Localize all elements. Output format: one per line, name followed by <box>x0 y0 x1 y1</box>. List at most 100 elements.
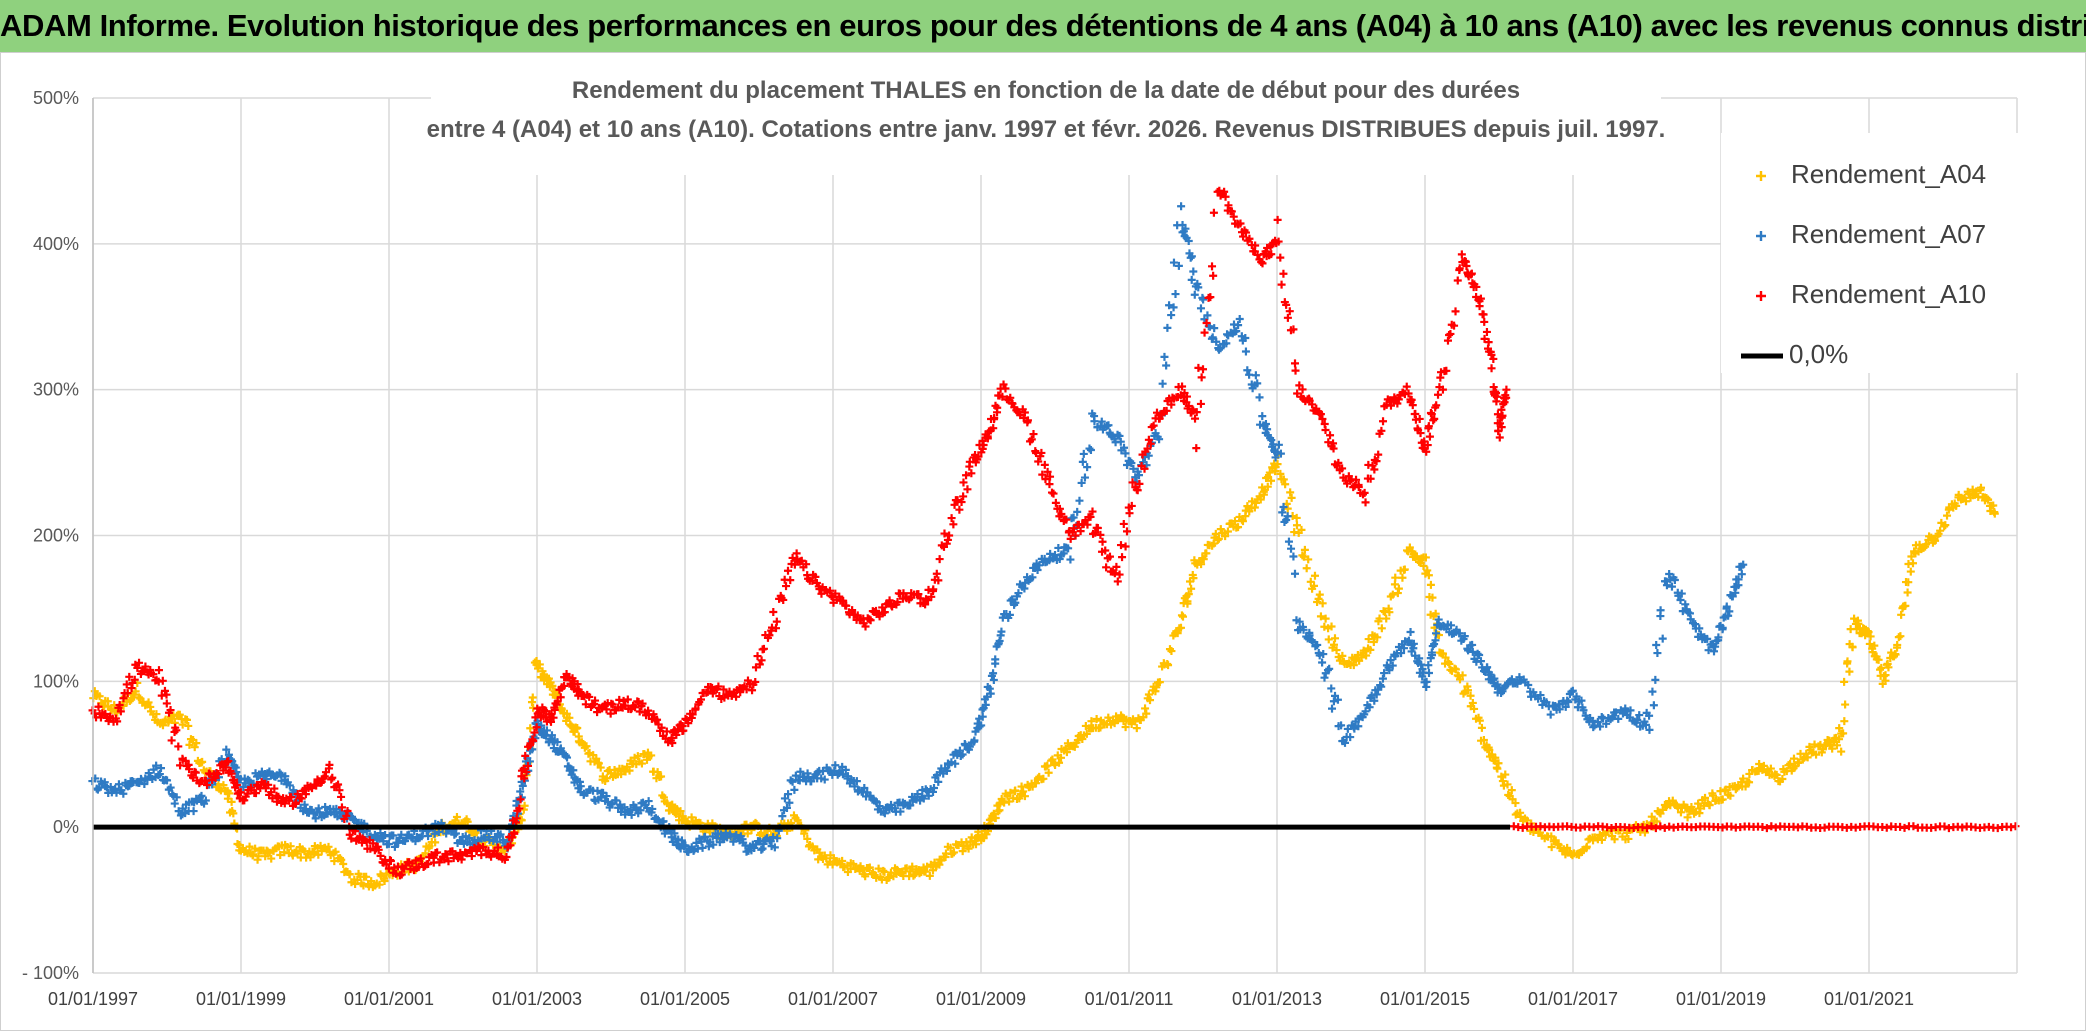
rendement-a10-point <box>848 606 857 615</box>
rendement-a07-point <box>627 810 636 819</box>
rendement-a10-point <box>1480 334 1489 343</box>
rendement-a10-point <box>1430 414 1439 423</box>
rendement-a04-point <box>1990 509 1999 518</box>
rendement-a10-point <box>1394 395 1403 404</box>
rendement-a07-point <box>384 839 393 848</box>
rendement-a10-point <box>221 763 230 772</box>
rendement-a04-point <box>1941 521 1950 530</box>
rendement-a07-point <box>496 830 505 839</box>
rendement-a04-point <box>1511 799 1520 808</box>
rendement-a07-point <box>612 796 621 805</box>
rendement-a07-point <box>1370 696 1379 705</box>
rendement-a07-point <box>1234 321 1243 330</box>
rendement-a07-point <box>997 627 1006 636</box>
rendement-a10-point <box>679 726 688 735</box>
rendement-a07-point <box>1602 719 1611 728</box>
chart-legend[interactable]: Rendement_A04 Rendement_A07 Rendement_A10 0… <box>1721 133 2021 373</box>
rendement-a10-point <box>657 723 666 732</box>
chart-title: Rendement du placement THALES en fonctio… <box>427 65 1665 175</box>
rendement-a10-point <box>691 704 700 713</box>
report-banner: ADAM Informe. Evolution historique des p… <box>0 0 2086 53</box>
rendement-a07-point <box>958 750 967 759</box>
rendement-a10-point <box>162 699 171 708</box>
rendement-a10-zero-tail--point <box>1909 822 1918 831</box>
rendement-a10-point <box>1498 411 1507 420</box>
rendement-a07-point <box>1662 581 1671 590</box>
rendement-a04-point <box>1597 835 1606 844</box>
rendement-a07-point <box>1328 704 1337 713</box>
rendement-a10-point <box>998 392 1007 401</box>
rendement-a07-point <box>1196 304 1205 313</box>
rendement-a04-point <box>1423 566 1432 575</box>
rendement-a10-point <box>1487 364 1496 373</box>
rendement-a10-point <box>1001 384 1010 393</box>
rendement-a10-point <box>515 804 524 813</box>
rendement-a10-point <box>167 736 176 745</box>
rendement-a07-point <box>1633 715 1642 724</box>
rendement-a10-point <box>1393 399 1402 408</box>
rendement-a04-point <box>1315 590 1324 599</box>
rendement-a10-point <box>608 700 617 709</box>
rendement-a07-point <box>934 777 943 786</box>
rendement-a04-point <box>1943 511 1952 520</box>
rendement-a04-point <box>1839 729 1848 738</box>
rendement-a07-point <box>1611 708 1620 717</box>
rendement-a04-point <box>1494 759 1503 768</box>
y-tick-label: 400% <box>33 234 79 254</box>
rendement-a04-point <box>1931 536 1940 545</box>
rendement-a10-point <box>1274 237 1283 246</box>
rendement-a10-point <box>1055 504 1064 513</box>
legend-label: Rendement_A10 <box>1791 279 1986 309</box>
rendement-a10-point <box>999 380 1008 389</box>
rendement-a07-point <box>1194 283 1203 292</box>
rendement-a10-point <box>811 572 820 581</box>
rendement-a10-point <box>866 616 875 625</box>
rendement-a04-point <box>910 870 919 879</box>
rendement-a10-point <box>1209 208 1218 217</box>
rendement-a10-point <box>274 792 283 801</box>
rendement-a04-point <box>1755 759 1764 768</box>
rendement-a04-point <box>1279 475 1288 484</box>
rendement-a07-point <box>1232 327 1241 336</box>
x-tick-label: 01/01/2019 <box>1676 989 1766 1009</box>
rendement-a04-point <box>1390 580 1399 589</box>
rendement-a10-point <box>1427 410 1436 419</box>
rendement-a07-point <box>1475 650 1484 659</box>
rendement-a10-point <box>342 811 351 820</box>
rendement-a07-point <box>1276 449 1285 458</box>
rendement-a07-point <box>166 783 175 792</box>
rendement-a10-point <box>1091 528 1100 537</box>
rendement-a07-point <box>1677 589 1686 598</box>
rendement-a04-point <box>865 863 874 872</box>
rendement-a10-point <box>1424 422 1433 431</box>
rendement-a07-point <box>1097 417 1106 426</box>
rendement-a10-point <box>602 705 611 714</box>
rendement-a04-point <box>1428 593 1437 602</box>
rendement-a10-point <box>264 780 273 789</box>
rendement-a10-point <box>236 788 245 797</box>
rendement-a10-point <box>520 774 529 783</box>
rendement-a07-point <box>1546 710 1555 719</box>
rendement-a07-point <box>1404 636 1413 645</box>
rendement-a10-point <box>1492 397 1501 406</box>
rendement-a10-zero-tail--point <box>1940 822 1949 831</box>
rendement-a04-point <box>1891 650 1900 659</box>
rendement-a07-point <box>1524 680 1533 689</box>
rendement-a04-point <box>1144 690 1153 699</box>
rendement-a04-point <box>1983 495 1992 504</box>
rendement-a10-point <box>1467 269 1476 278</box>
rendement-a10-point <box>1020 408 1029 417</box>
rendement-a07-point <box>1665 569 1674 578</box>
rendement-a04-point <box>345 870 354 879</box>
rendement-a04-point <box>95 692 104 701</box>
rendement-a10-point <box>1282 300 1291 309</box>
rendement-a10-point <box>166 706 175 715</box>
y-tick-label: - 100% <box>22 963 79 983</box>
rendement-a10-point <box>631 703 640 712</box>
rendement-a10-point <box>1182 392 1191 401</box>
rendement-a04-point <box>1582 842 1591 851</box>
rendement-a04-point <box>267 854 276 863</box>
rendement-a10-point <box>1407 395 1416 404</box>
rendement-a10-point <box>214 770 223 779</box>
rendement-a10-point <box>1125 509 1134 518</box>
